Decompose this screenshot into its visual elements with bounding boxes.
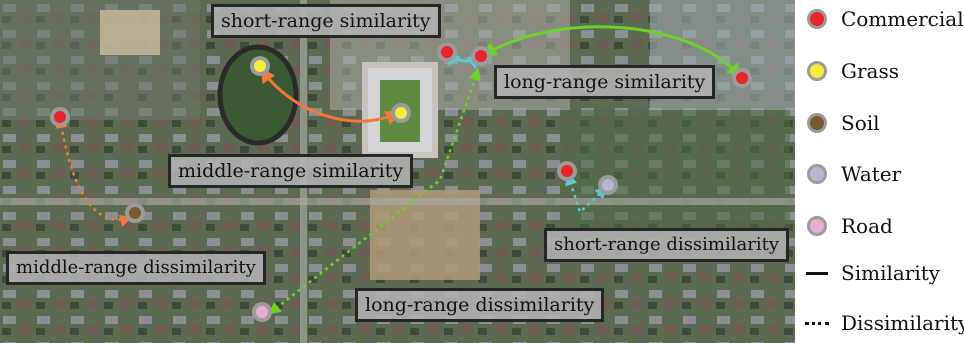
water-marker (598, 175, 618, 195)
dotted-line-icon (805, 311, 829, 335)
long-range-dissimilarity-label: long-range dissimilarity (355, 288, 605, 322)
dirt-lot (100, 10, 160, 55)
soil-swatch-icon (805, 111, 829, 135)
commercial-marker (437, 42, 457, 62)
grass-swatch-icon (805, 59, 829, 83)
long-similarity-link (481, 25, 743, 79)
legend-label-dissimilarity: Dissimilarity (841, 311, 964, 335)
middle-dissimilarity-link (55, 115, 133, 227)
road-swatch-icon (805, 214, 829, 238)
grass-marker (391, 103, 411, 123)
legend-item-similarity: Similarity (805, 258, 940, 288)
road-horizontal (0, 198, 795, 205)
grass-marker (250, 56, 270, 76)
middle-range-dissimilarity-label: middle-range dissimilarity (6, 251, 266, 285)
legend-label-road: Road (841, 214, 893, 238)
short-range-dissimilarity-label: short-range dissimilarity (544, 228, 789, 262)
commercial-marker (471, 46, 491, 66)
soil-marker (125, 203, 145, 223)
solid-line-icon (805, 261, 829, 285)
legend-item-soil: Soil (805, 108, 880, 138)
legend-label-grass: Grass (841, 59, 899, 83)
legend-item-dissimilarity: Dissimilarity (805, 308, 964, 338)
long-dissimilarity-link (268, 67, 481, 315)
commercial-marker (732, 68, 752, 88)
legend-label-similarity: Similarity (841, 261, 941, 285)
legend-item-water: Water (805, 159, 901, 189)
short-range-similarity-label: short-range similarity (211, 4, 441, 38)
legend-item-commercial: Commercial (805, 4, 964, 34)
legend-item-grass: Grass (805, 56, 899, 86)
long-range-similarity-label: long-range similarity (494, 65, 716, 99)
legend-label-soil: Soil (841, 111, 880, 135)
middle-similarity-link (260, 67, 401, 125)
field-right (560, 110, 790, 230)
legend-item-road: Road (805, 211, 893, 241)
commercial-marker (50, 107, 70, 127)
middle-range-similarity-label: middle-range similarity (168, 154, 414, 188)
commercial-swatch-icon (805, 7, 829, 31)
water-swatch-icon (805, 162, 829, 186)
commercial-marker (557, 161, 577, 181)
road-marker (252, 302, 272, 322)
legend-label-water: Water (841, 162, 902, 186)
legend-label-commercial: Commercial (841, 7, 964, 31)
